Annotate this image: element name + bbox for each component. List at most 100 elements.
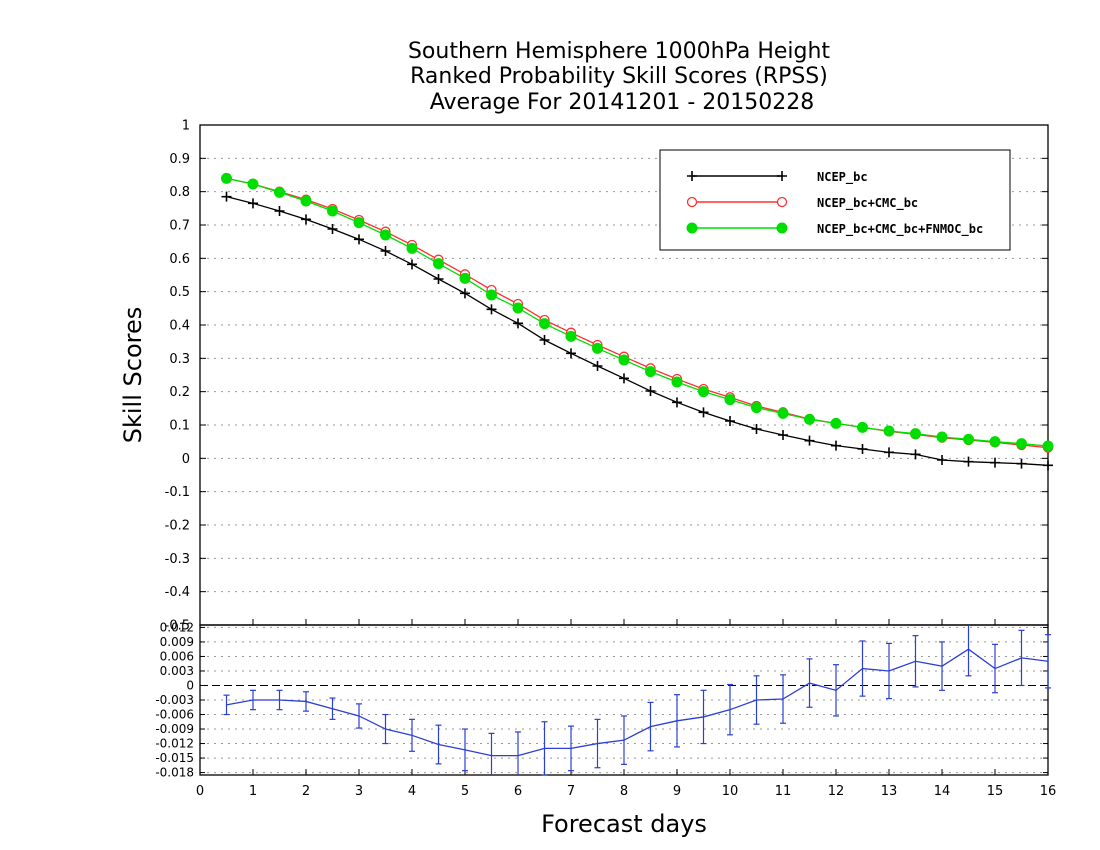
series-point-0: [433, 274, 444, 284]
series-point-0: [380, 246, 391, 256]
legend-label-0: NCEP_bc: [817, 170, 868, 185]
series-point-0: [831, 440, 841, 451]
legend-marker-right-1: [776, 196, 788, 208]
x-tick-label: 7: [567, 784, 575, 799]
series-point-2: [698, 386, 709, 398]
y-axis-title: Skill Scores: [119, 307, 147, 444]
series-point-2: [433, 258, 444, 270]
top-gridlines: [200, 157, 1048, 593]
top-y-tick-label: 0.4: [169, 319, 190, 334]
legend-marker-right-2: [776, 222, 788, 234]
series-point-2: [380, 229, 391, 241]
x-tick-label: 0: [196, 784, 204, 799]
series-point-0: [672, 397, 682, 408]
bottom-y-tick-label: -0.003: [155, 693, 194, 707]
series-point-0: [354, 234, 364, 245]
error-bar: [515, 731, 521, 775]
error-bar: [223, 694, 230, 716]
x-tick-label: 11: [775, 784, 792, 799]
top-y-tick-label: 0.9: [169, 152, 190, 167]
series-point-2: [989, 436, 1001, 448]
series-point-0: [513, 318, 523, 329]
series-point-2: [539, 318, 550, 330]
series-point-0: [327, 224, 338, 234]
top-y-tick-label: 0.7: [169, 219, 190, 234]
bottom-y-tick-label: 0.003: [160, 664, 194, 678]
series-point-0: [778, 430, 788, 440]
series-point-0: [1043, 460, 1053, 471]
series-point-2: [751, 402, 762, 414]
top-y-tick-label: 0.2: [169, 385, 190, 400]
bottom-y-tick-label: -0.009: [155, 722, 194, 736]
bottom-y-tick-label: -0.015: [155, 751, 194, 765]
series-point-0: [751, 424, 762, 434]
series-point-0: [619, 373, 629, 384]
x-tick-label: 15: [987, 784, 1004, 799]
bottom-y-tick-label: 0.006: [160, 649, 194, 663]
legend-label-1: NCEP_bc+CMC_bc: [817, 196, 918, 211]
error-bar: [488, 732, 495, 775]
series-point-2: [1016, 438, 1027, 450]
error-bar: [965, 625, 972, 677]
series-point-0: [725, 416, 735, 426]
series-point-0: [274, 206, 285, 216]
series-point-2: [618, 354, 630, 366]
x-axis-title: Forecast days: [541, 810, 707, 838]
top-y-tick-label: 0.5: [169, 285, 190, 300]
legend-marker-left-2: [686, 222, 698, 234]
series-point-0: [566, 348, 576, 359]
top-y-tick-label: 1: [182, 119, 190, 134]
bottom-y-tick-label: -0.018: [155, 766, 194, 780]
series-point-0: [539, 335, 550, 345]
x-tick-label: 16: [1040, 784, 1057, 799]
x-tick-label: 9: [673, 784, 681, 799]
series-point-2: [247, 178, 259, 190]
top-y-tick-label: 0.3: [169, 352, 190, 367]
bottom-y-axis-ticks: 0.0120.0090.0060.0030-0.003-0.006-0.009-…: [155, 620, 1048, 780]
top-y-tick-label: -0.2: [165, 519, 190, 534]
series-point-0: [990, 457, 1000, 468]
series-point-0: [592, 361, 603, 371]
x-tick-label: 13: [881, 784, 898, 799]
series-point-2: [857, 421, 868, 433]
series-point-0: [460, 288, 470, 299]
chart-title-line-2: Ranked Probability Skill Scores (RPSS): [410, 64, 828, 89]
bottom-y-tick-label: 0.012: [160, 620, 194, 634]
bottom-y-tick-label: -0.012: [155, 737, 194, 751]
series-2-group: [221, 172, 1054, 452]
series-point-2: [459, 272, 471, 284]
series-point-2: [512, 302, 524, 314]
series-point-0: [804, 435, 815, 446]
legend-marker-left-0: [687, 171, 697, 181]
x-tick-label: 4: [408, 784, 416, 799]
x-tick-label: 2: [302, 784, 310, 799]
x-tick-label: 14: [934, 784, 951, 799]
series-0-group: [221, 191, 1053, 471]
series-point-2: [221, 172, 232, 184]
series-point-2: [777, 407, 789, 419]
bottom-y-tick-label: 0.009: [160, 635, 194, 649]
series-point-2: [486, 289, 497, 301]
difference-series-group: [223, 625, 1051, 776]
series-point-2: [804, 413, 815, 425]
legend-marker-right-0: [777, 171, 787, 181]
series-point-2: [963, 433, 974, 445]
series-point-2: [274, 186, 285, 198]
series-point-2: [327, 205, 338, 217]
series-point-0: [221, 191, 232, 202]
series-point-2: [671, 376, 683, 388]
top-y-tick-label: 0: [182, 452, 190, 467]
x-tick-label: 3: [355, 784, 363, 799]
x-tick-label: 8: [620, 784, 628, 799]
top-y-tick-label: -0.5: [165, 619, 190, 634]
series-point-0: [910, 449, 921, 460]
chart-title-line-1: Southern Hemisphere 1000hPa Height: [408, 39, 830, 64]
series-point-0: [486, 304, 497, 315]
top-y-tick-label: -0.4: [165, 585, 190, 600]
series-point-0: [248, 198, 258, 209]
series-point-2: [300, 195, 312, 207]
series-point-2: [565, 330, 577, 342]
top-y-tick-label: 0.1: [169, 419, 190, 434]
series-point-2: [724, 394, 736, 406]
